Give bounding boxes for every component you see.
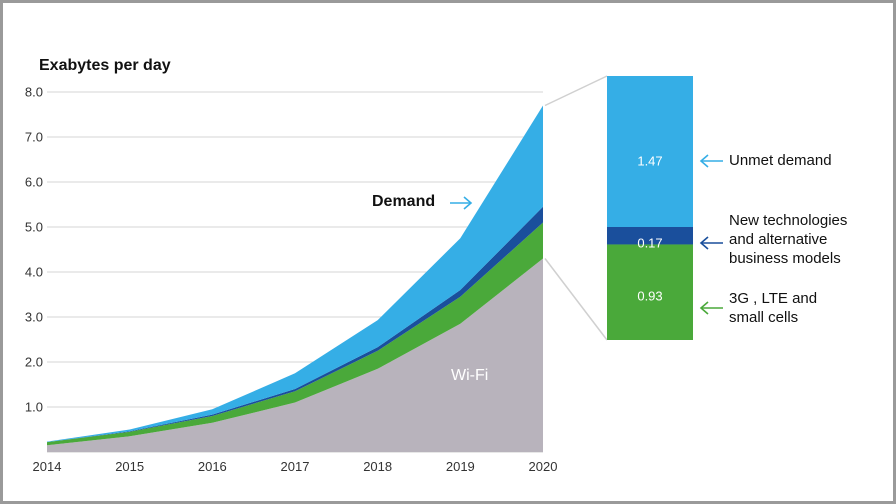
arrow-demand-head xyxy=(463,196,473,210)
x-tick-label: 2014 xyxy=(32,459,62,474)
label-new-technologies: New technologies and alternative busines… xyxy=(729,211,847,268)
y-tick-label: 3.0 xyxy=(24,309,43,325)
breakdown-bar-unmet-demand xyxy=(607,76,693,228)
y-tick-label: 4.0 xyxy=(24,264,43,280)
bar-value-newtech: 0.17 xyxy=(637,235,663,251)
arrow-unmet-demand-head xyxy=(699,154,709,168)
label-cells-line2: small cells xyxy=(729,309,799,326)
breakdown-bar-new-technologies-and-alternative-business-models xyxy=(607,227,693,245)
x-tick-label: 2020 xyxy=(528,459,558,474)
y-tick-label: 7.0 xyxy=(24,129,43,145)
arrow-3g-lte-and-small-cells xyxy=(699,301,723,315)
connector-line-bottom xyxy=(544,258,608,341)
label-newtech-line1: New technologies xyxy=(729,212,848,229)
bar-value-cells: 0.93 xyxy=(637,288,663,304)
x-tick-label: 2015 xyxy=(115,459,145,474)
area-3g-lte-and-small-cells xyxy=(47,222,543,446)
arrow-unmet-demand xyxy=(699,154,723,168)
x-tick-label: 2018 xyxy=(363,459,393,474)
connector-line-top xyxy=(544,75,608,107)
label-unmet-demand: Unmet demand xyxy=(729,151,832,170)
arrow-new-technologies-and-alternative-business-models-head xyxy=(699,236,709,250)
label-3g-lte: 3G , LTE and small cells xyxy=(729,289,817,327)
y-tick-label: 2.0 xyxy=(24,354,43,370)
y-tick-label: 6.0 xyxy=(24,174,43,190)
y-axis-title: Exabytes per day xyxy=(39,57,171,74)
label-unmet-text: Unmet demand xyxy=(729,152,832,169)
arrow-demand xyxy=(450,196,473,210)
arrow-new-technologies-and-alternative-business-models xyxy=(699,236,723,250)
x-tick-label: 2019 xyxy=(445,459,475,474)
label-newtech-line2: and alternative xyxy=(729,231,828,248)
label-cells-line1: 3G , LTE and xyxy=(729,290,818,307)
label-newtech-line3: business models xyxy=(729,250,841,267)
wifi-annotation: Wi-Fi xyxy=(451,367,489,384)
arrow-3g-lte-and-small-cells-head xyxy=(699,301,709,315)
y-tick-label: 8.0 xyxy=(24,84,43,100)
area-chart xyxy=(47,75,723,453)
x-tick-label: 2017 xyxy=(280,459,310,474)
area-wi-fi xyxy=(47,258,543,452)
y-tick-label: 1.0 xyxy=(24,399,43,415)
bar-value-unmet: 1.47 xyxy=(637,153,663,169)
y-tick-label: 5.0 xyxy=(24,219,43,235)
x-tick-label: 2016 xyxy=(197,459,227,474)
demand-annotation: Demand xyxy=(372,193,436,210)
breakdown-bar-3g-lte-and-small-cells xyxy=(607,244,693,340)
area-unmet-demand xyxy=(47,105,543,443)
